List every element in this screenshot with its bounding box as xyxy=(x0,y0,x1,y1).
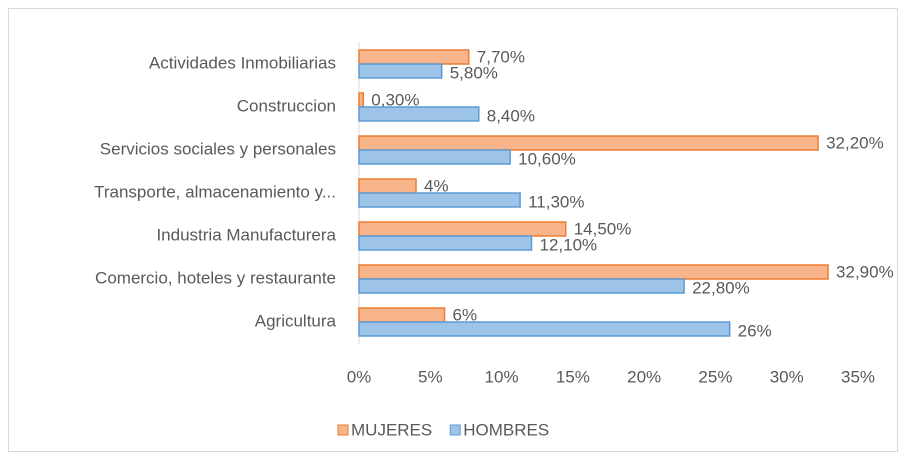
data-label: 7,70% xyxy=(477,47,525,66)
x-tick-label: 30% xyxy=(770,367,804,386)
data-label: 8,40% xyxy=(487,106,535,125)
x-tick-label: 35% xyxy=(841,367,875,386)
x-tick-label: 5% xyxy=(418,367,443,386)
data-label: 4% xyxy=(424,176,449,195)
bar xyxy=(358,264,829,280)
data-label: 6% xyxy=(453,305,478,324)
y-tick-label: Servicios sociales y personales xyxy=(100,139,336,158)
bar xyxy=(358,221,567,237)
bar xyxy=(358,49,470,65)
bar xyxy=(358,235,533,251)
bar xyxy=(358,278,685,294)
data-label: 0,30% xyxy=(371,90,419,109)
bar xyxy=(358,63,443,79)
bar xyxy=(358,192,521,208)
data-label: 32,20% xyxy=(826,133,884,152)
data-label: 32,90% xyxy=(836,262,894,281)
y-tick-label: Actividades Inmobiliarias xyxy=(149,53,336,72)
legend-label: MUJERES xyxy=(351,420,432,439)
data-label: 10,60% xyxy=(518,149,576,168)
bar xyxy=(358,321,731,337)
bar xyxy=(358,149,511,165)
legend-swatch xyxy=(337,424,349,436)
data-label: 22,80% xyxy=(692,278,750,297)
x-tick-label: 10% xyxy=(485,367,519,386)
x-tick-label: 15% xyxy=(556,367,590,386)
y-tick-label: Transporte, almacenamiento y... xyxy=(94,182,336,201)
bar xyxy=(358,307,446,323)
data-label: 12,10% xyxy=(540,235,598,254)
y-tick-label: Comercio, hoteles y restaurante xyxy=(95,268,336,287)
bar xyxy=(358,106,480,122)
data-label: 26% xyxy=(738,321,772,340)
bar xyxy=(358,92,365,108)
bar xyxy=(358,178,417,194)
bar xyxy=(358,135,819,151)
legend-swatch xyxy=(449,424,461,436)
x-tick-label: 25% xyxy=(698,367,732,386)
legend-label: HOMBRES xyxy=(463,420,549,439)
data-label: 14,50% xyxy=(574,219,632,238)
y-tick-label: Construccion xyxy=(237,96,336,115)
y-tick-label: Industria Manufacturera xyxy=(156,225,336,244)
y-tick-label: Agricultura xyxy=(255,311,337,330)
x-tick-label: 0% xyxy=(347,367,372,386)
data-label: 11,30% xyxy=(528,192,584,211)
data-label: 5,80% xyxy=(450,63,498,82)
x-tick-label: 20% xyxy=(627,367,661,386)
